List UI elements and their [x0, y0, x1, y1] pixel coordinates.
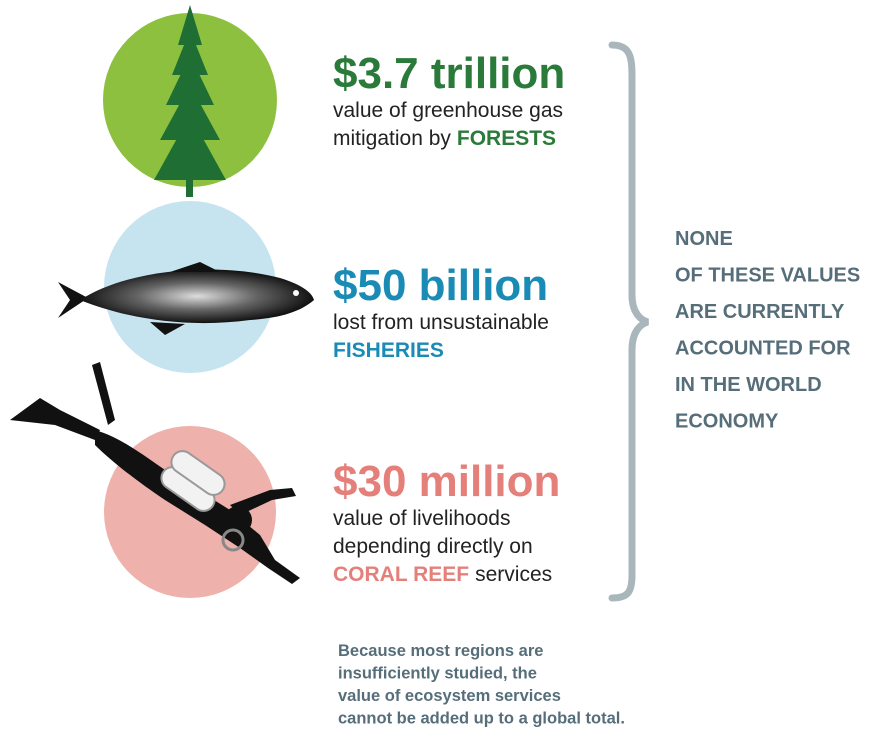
- fish-icon: [58, 262, 314, 335]
- description-text: mitigation by: [333, 127, 451, 150]
- tree-icon: [154, 5, 226, 197]
- brace: [608, 41, 650, 602]
- highlight-word: CORAL REEF: [333, 563, 469, 586]
- description-line: value of greenhouse gas: [333, 99, 563, 122]
- description-line: lost from unsustainable: [333, 311, 549, 334]
- description-line: value of livelihoods: [333, 507, 510, 530]
- footnote-line: value of ecosystem services: [338, 687, 561, 705]
- side-note-line: ACCOUNTED FOR: [675, 338, 851, 360]
- footnote-line: Because most regions are: [338, 642, 543, 660]
- description-line: CORAL REEF services: [333, 563, 552, 586]
- footnote-line: cannot be added up to a global total.: [338, 710, 625, 728]
- side-note-line: IN THE WORLD: [675, 374, 822, 396]
- highlight-word: FORESTS: [457, 127, 556, 150]
- side-note-line: ARE CURRENTLY: [675, 301, 845, 323]
- headline: $3.7 trillion: [333, 49, 565, 98]
- side-note-line: NONE: [675, 228, 733, 250]
- description-text: services: [475, 563, 552, 586]
- headline: $50 billion: [333, 261, 548, 310]
- description-line: mitigation by FORESTS: [333, 127, 556, 150]
- side-note-line: OF THESE VALUES: [675, 265, 860, 287]
- diver-tanks: [160, 450, 226, 512]
- headline: $30 million: [333, 457, 560, 506]
- description-line: depending directly on: [333, 535, 533, 558]
- footnote-line: insufficiently studied, the: [338, 665, 537, 683]
- description-line: FISHERIES: [333, 339, 444, 362]
- highlight-word: FISHERIES: [333, 339, 444, 362]
- side-note-line: ECONOMY: [675, 411, 779, 433]
